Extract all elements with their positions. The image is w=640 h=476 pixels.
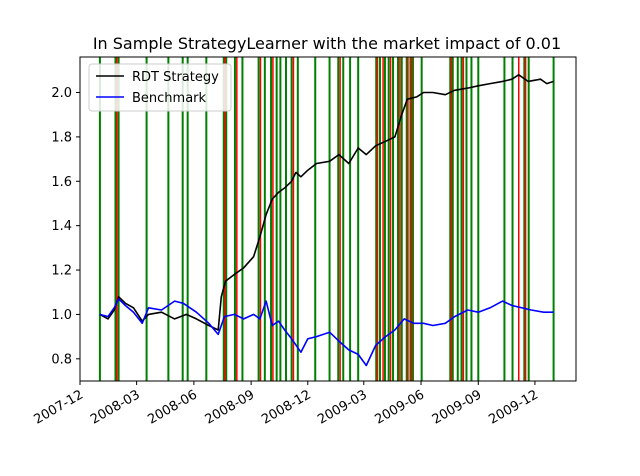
y-tick-label: 1.6 xyxy=(51,175,72,190)
legend-box xyxy=(88,63,232,112)
y-tick-label: 1.2 xyxy=(51,264,72,279)
legend: RDT Strategy Benchmark xyxy=(88,63,232,112)
series-line-benchmark xyxy=(99,298,554,367)
y-tick-label: 1.8 xyxy=(51,130,72,145)
y-tick-label: 1.4 xyxy=(51,219,72,234)
y-tick-label: 1.0 xyxy=(51,308,72,323)
series-layer xyxy=(99,74,554,367)
y-tick-label: 0.8 xyxy=(51,352,72,367)
y-tick-label: 2.0 xyxy=(51,86,72,101)
legend-label-rdt-strategy: RDT Strategy xyxy=(132,70,219,85)
legend-label-benchmark: Benchmark xyxy=(132,91,207,106)
chart-title: In Sample StrategyLearner with the marke… xyxy=(93,34,561,53)
series-line-rdt-strategy xyxy=(99,74,554,331)
axes-frame xyxy=(79,56,577,382)
y-axis: 0.8 1.0 1.2 1.4 1.6 1.8 2.0 xyxy=(51,86,80,367)
